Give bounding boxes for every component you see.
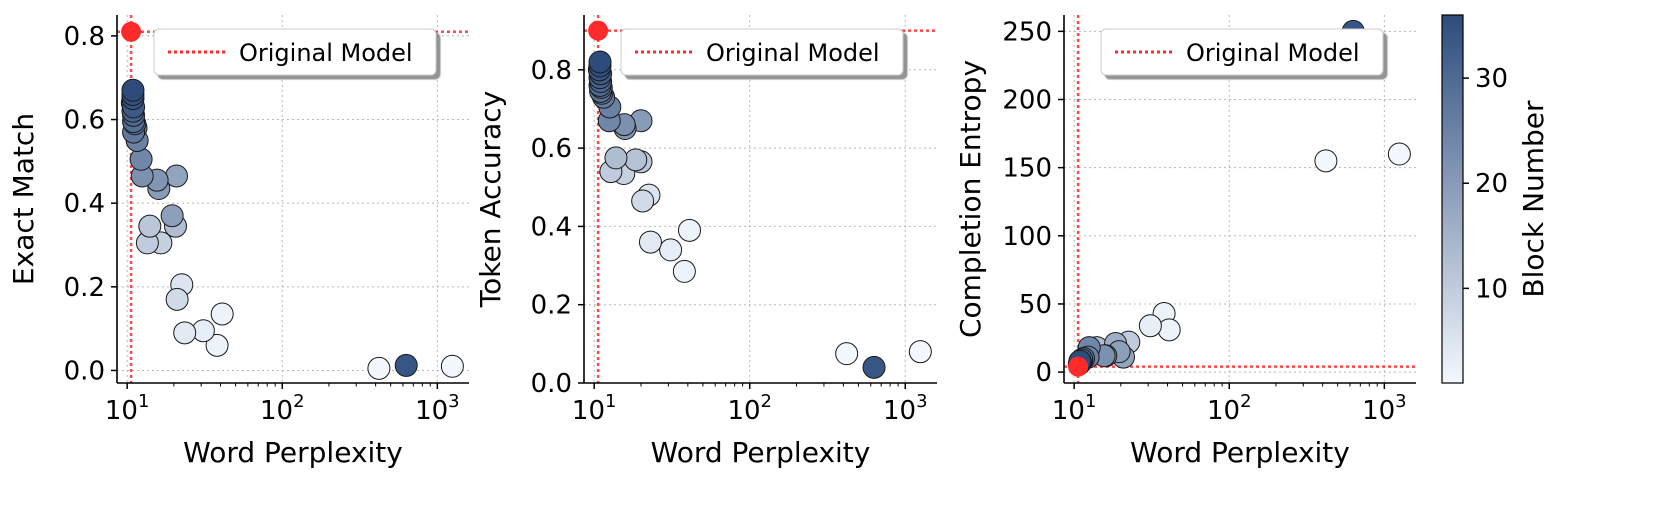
y-tick-label: 0.8 [64, 22, 105, 52]
x-tick-label: 103 [883, 391, 928, 426]
y-tick-label: 0.0 [531, 369, 572, 399]
data-point [138, 214, 162, 238]
data-point [394, 353, 418, 377]
legend-box [1100, 28, 1384, 76]
legend: Original Model [153, 28, 437, 76]
data-point [173, 321, 197, 345]
y-tick-label: 0.4 [64, 189, 105, 219]
data-point [624, 148, 648, 172]
colorbar-gradient [1441, 14, 1464, 384]
legend: Original Model [1100, 28, 1384, 76]
x-tick-label: 101 [105, 391, 150, 426]
data-point [659, 238, 683, 262]
y-tick-label: 50 [1019, 290, 1052, 320]
y-tick-label: 200 [1002, 86, 1052, 116]
y-tick-label: 0.8 [531, 56, 572, 86]
x-tick-label: 103 [1362, 391, 1407, 426]
y-axis-label: Token Accuracy [474, 91, 507, 308]
data-point [1387, 142, 1411, 166]
colorbar-tick-label: 10 [1475, 274, 1508, 304]
legend-box [153, 28, 437, 76]
data-point [588, 50, 612, 74]
y-tick-label: 0.0 [64, 356, 105, 386]
original-model-point [588, 20, 609, 41]
colorbar-tick-label: 30 [1475, 64, 1508, 94]
data-point [367, 356, 391, 380]
colorbar: 10 20 30 Block Number [1441, 14, 1550, 384]
legend-label: Original Model [239, 39, 413, 67]
y-tick-label: 150 [1002, 154, 1052, 184]
original-model-point [1068, 356, 1089, 377]
x-axis-label: Word Perplexity [651, 436, 871, 469]
data-point [672, 259, 696, 283]
y-tick-label: 0.2 [64, 273, 105, 303]
data-point [129, 147, 153, 171]
data-point [1138, 314, 1162, 338]
y-tick-label: 250 [1002, 17, 1052, 47]
data-point [835, 342, 859, 366]
data-point [862, 355, 886, 379]
scatter-panel-1: 101 102 103 0.0 0.2 0.4 0.6 0.8 Word Perplexity E… [7, 15, 469, 469]
data-point [205, 333, 229, 357]
x-tick-label: 102 [260, 391, 305, 426]
y-tick-label: 0.2 [531, 291, 572, 321]
y-axis-label: Exact Match [7, 113, 40, 285]
data-point [908, 340, 932, 364]
data-point [677, 218, 701, 242]
legend: Original Model [620, 28, 904, 76]
x-tick-label: 102 [1207, 391, 1252, 426]
y-tick-label: 0.4 [531, 212, 572, 242]
x-axis-label: Word Perplexity [183, 436, 403, 469]
x-axis-label: Word Perplexity [1130, 436, 1350, 469]
legend-label: Original Model [1186, 39, 1360, 67]
data-point [165, 287, 189, 311]
scatter-panel-2: 101 102 103 0.0 0.2 0.4 0.6 0.8 Word Perplexity T… [474, 15, 937, 469]
y-axis-label: Completion Entropy [954, 60, 987, 338]
x-tick-label: 103 [415, 391, 460, 426]
x-tick-label: 102 [727, 391, 772, 426]
colorbar-tick-label: 20 [1475, 169, 1508, 199]
legend-label: Original Model [706, 39, 880, 67]
colorbar-label: Block Number [1517, 100, 1550, 298]
data-point [1314, 149, 1338, 173]
original-model-point [121, 21, 142, 42]
legend-box [620, 28, 904, 76]
data-point [638, 230, 662, 254]
data-point [210, 302, 234, 326]
data-point [631, 189, 655, 213]
y-tick-label: 0 [1035, 358, 1052, 388]
data-point [604, 146, 628, 170]
y-tick-label: 100 [1002, 222, 1052, 252]
data-point [440, 354, 464, 378]
data-point [1157, 318, 1181, 342]
x-tick-label: 101 [1052, 391, 1097, 426]
y-tick-label: 0.6 [531, 134, 572, 164]
x-tick-label: 101 [572, 391, 617, 426]
y-tick-label: 0.6 [64, 106, 105, 136]
scatter-panel-3: 101 102 103 0 50 100 150 200 250 Word Perplexity C… [954, 15, 1416, 469]
data-point [160, 204, 184, 228]
data-point [121, 78, 145, 102]
